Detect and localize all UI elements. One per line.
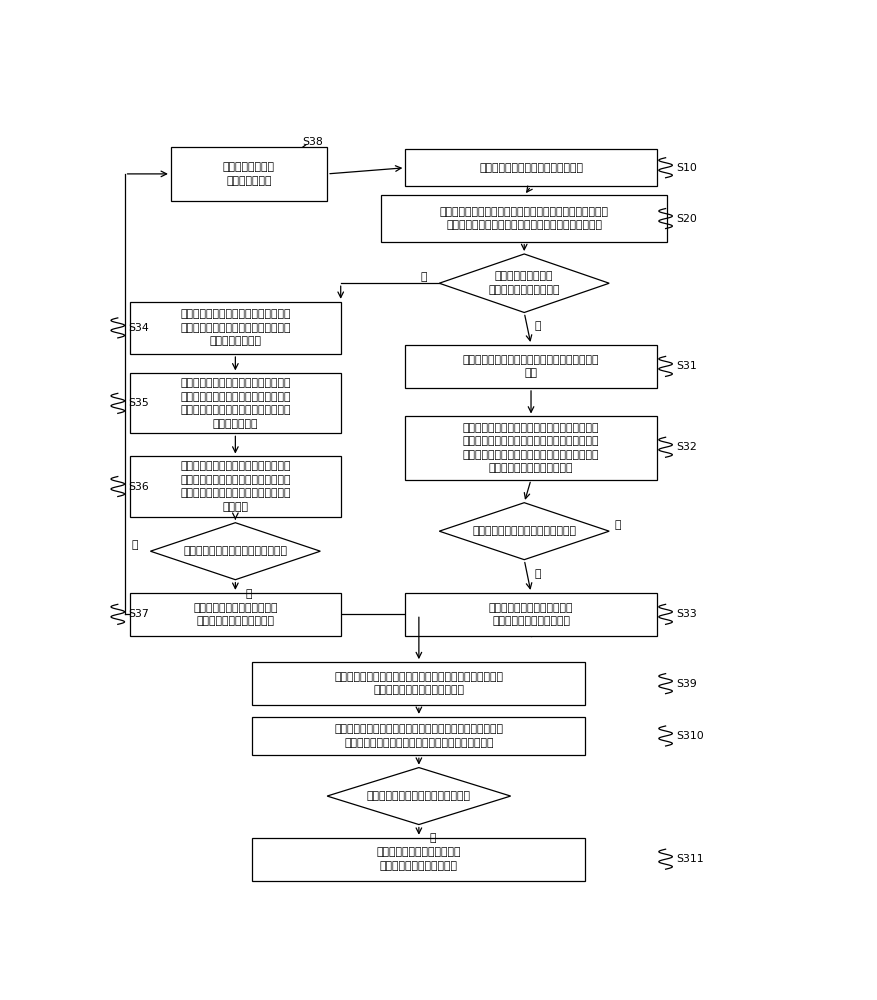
Text: 将第一预设水量的实际水质特征输入到
更新后的废水生物处理数学模型，得到
第一预设水量的待处理污水的第二理论
水质特征: 将第一预设水量的实际水质特征输入到 更新后的废水生物处理数学模型，得到 第一预设… — [180, 461, 290, 512]
Text: S34: S34 — [129, 323, 149, 333]
Polygon shape — [327, 768, 510, 825]
Text: 将第二预设水量作为允许进入
待排入污水处理系统的水量: 将第二预设水量作为允许进入 待排入污水处理系统的水量 — [376, 847, 461, 871]
Text: S32: S32 — [676, 442, 697, 452]
Text: 是: 是 — [534, 321, 541, 331]
Text: S39: S39 — [676, 679, 697, 689]
Text: 否: 否 — [132, 540, 138, 550]
FancyBboxPatch shape — [130, 593, 341, 636]
FancyBboxPatch shape — [130, 373, 341, 433]
Text: 是: 是 — [534, 569, 541, 579]
FancyBboxPatch shape — [253, 662, 586, 705]
Text: S35: S35 — [129, 398, 149, 408]
Text: S33: S33 — [676, 609, 697, 619]
Text: 将待处理污水的生物抑制性指标值与预设阈值进行比对，其
中，预设阈值根据待排入污水处理系统的处理能力确定: 将待处理污水的生物抑制性指标值与预设阈值进行比对，其 中，预设阈值根据待排入污水… — [439, 207, 609, 230]
Text: 获取第二预设水量的待处理污水对应的实际水质特征，第二
预设水量小于所述第一预设水量: 获取第二预设水量的待处理污水对应的实际水质特征，第二 预设水量小于所述第一预设水… — [334, 672, 503, 695]
FancyBboxPatch shape — [405, 149, 657, 186]
Text: S20: S20 — [676, 214, 697, 224]
FancyBboxPatch shape — [381, 195, 667, 242]
Text: 获取待处理污水的生物抑制性指标值: 获取待处理污水的生物抑制性指标值 — [479, 163, 583, 173]
Text: S36: S36 — [129, 482, 149, 492]
Text: 向污水产出企业发
送污水处理通知: 向污水产出企业发 送污水处理通知 — [223, 162, 275, 186]
Text: 获取第一预设水量的待处理污水的第一
水质样本特征与待排入污水处理系统的
第二水质样本特征: 获取第一预设水量的待处理污水的第一 水质样本特征与待排入污水处理系统的 第二水质… — [180, 309, 290, 347]
Text: S310: S310 — [676, 731, 704, 741]
FancyBboxPatch shape — [130, 456, 341, 517]
FancyBboxPatch shape — [405, 416, 657, 480]
FancyBboxPatch shape — [253, 838, 586, 881]
Text: 否: 否 — [420, 272, 427, 282]
Text: 是: 是 — [429, 833, 436, 843]
Text: 第二理论水质特征满足预设处理条件: 第二理论水质特征满足预设处理条件 — [183, 546, 288, 556]
FancyBboxPatch shape — [405, 593, 657, 636]
Text: 第三理论水质特征满足预设处理条件: 第三理论水质特征满足预设处理条件 — [367, 791, 471, 801]
Text: 第一理论水质特征满足预设处理条件: 第一理论水质特征满足预设处理条件 — [472, 526, 576, 536]
Text: 将第一预设水量作为允许进入
待排入污水处理系统的水量: 将第一预设水量作为允许进入 待排入污水处理系统的水量 — [193, 603, 278, 626]
Text: 是: 是 — [246, 589, 252, 599]
Polygon shape — [439, 503, 610, 560]
Text: 根据第一水质样本特征和第二水质样本
特征，对废水生物处理数学模型中的模
型参数进行更新，得到更新后的废水生
物处理数学模型: 根据第一水质样本特征和第二水质样本 特征，对废水生物处理数学模型中的模 型参数进… — [180, 378, 290, 429]
Text: 将第一预设水量的待处理污水对应的实际水质特
征输入到预先建模得到的待排入污水处理系统的
废水生物处理数学模型，得到第一预设水量的待
处理污水的第一理论水质特征: 将第一预设水量的待处理污水对应的实际水质特 征输入到预先建模得到的待排入污水处理… — [463, 423, 599, 473]
FancyBboxPatch shape — [171, 147, 327, 201]
Text: 将第一预设水量作为允许进入
待排入污水处理系统的水量: 将第一预设水量作为允许进入 待排入污水处理系统的水量 — [488, 603, 574, 626]
Polygon shape — [151, 523, 320, 580]
Text: 获取第一预设水量的待处理污水对应的实际水质
特征: 获取第一预设水量的待处理污水对应的实际水质 特征 — [463, 355, 599, 378]
Text: 否: 否 — [615, 520, 621, 530]
Text: 待处理污水的生物抑
制性指标值小于预设阈值: 待处理污水的生物抑 制性指标值小于预设阈值 — [488, 271, 560, 295]
FancyBboxPatch shape — [405, 345, 657, 388]
Text: S31: S31 — [676, 361, 697, 371]
FancyBboxPatch shape — [253, 717, 586, 755]
Text: S10: S10 — [676, 163, 697, 173]
FancyBboxPatch shape — [130, 302, 341, 354]
Text: 根据待处理污水的生物抑制性指标值以及第二预设水量的待
处理污水对应的实际水质特征计算第三理论水质特征: 根据待处理污水的生物抑制性指标值以及第二预设水量的待 处理污水对应的实际水质特征… — [334, 724, 503, 748]
Text: S38: S38 — [302, 137, 323, 147]
Text: S37: S37 — [129, 609, 149, 619]
Polygon shape — [439, 254, 610, 312]
Text: S311: S311 — [676, 854, 704, 864]
